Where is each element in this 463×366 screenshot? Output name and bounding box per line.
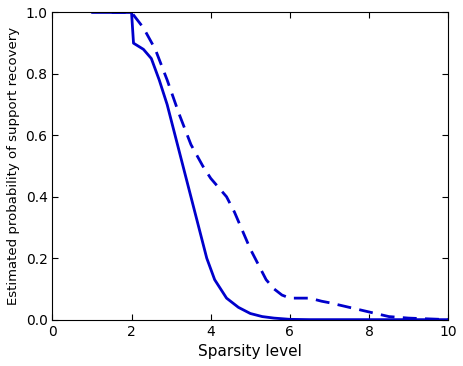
Y-axis label: Estimated probability of support recovery: Estimated probability of support recover… <box>7 27 20 305</box>
X-axis label: Sparsity level: Sparsity level <box>198 344 301 359</box>
